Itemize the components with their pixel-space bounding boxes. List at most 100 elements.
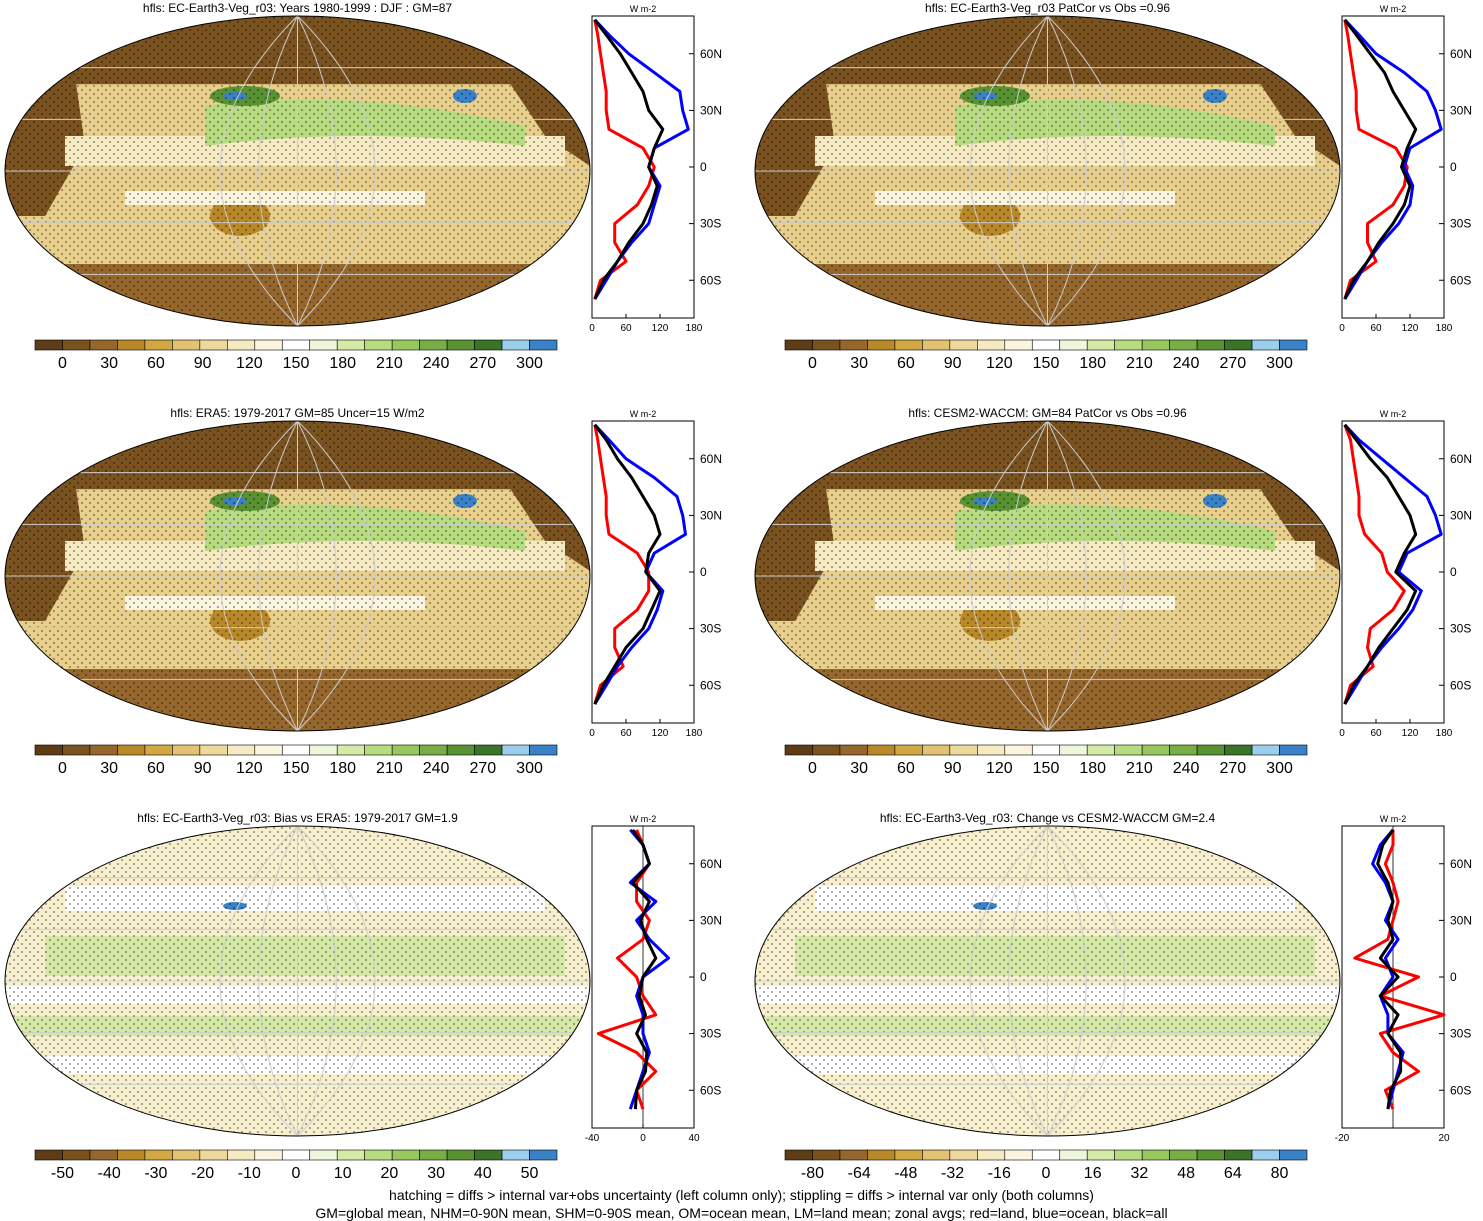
colorbar-swatch <box>1279 744 1308 756</box>
colorbar-label: 240 <box>1173 355 1200 372</box>
zonal-xtick: 60 <box>1370 728 1382 739</box>
colorbar: -50 -40 -30 -20 -10 0 10 20 30 40 50 <box>34 1149 558 1182</box>
colorbar-swatch <box>1224 1149 1253 1161</box>
zonal-xtick: 0 <box>589 323 595 334</box>
colorbar-label: -64 <box>848 1165 871 1182</box>
zonal-ytick: 60S <box>700 273 721 287</box>
zonal-ytick: 60S <box>1450 273 1471 287</box>
map-border <box>754 825 1341 1137</box>
colorbar-label: 210 <box>376 760 403 777</box>
colorbar-swatch <box>1004 1149 1033 1161</box>
colorbar-label: -80 <box>801 1165 824 1182</box>
colorbar-label: 120 <box>236 355 263 372</box>
colorbar-swatch <box>1279 1149 1308 1161</box>
colorbar-label: 270 <box>469 760 496 777</box>
zonal-series-line <box>1376 828 1403 1110</box>
zonal-series-line <box>593 18 665 300</box>
colorbar-label: 120 <box>986 760 1013 777</box>
zonal-ytick: 30N <box>1450 103 1472 117</box>
world-map <box>755 826 1340 1136</box>
zonal-ytick: 0 <box>700 565 707 579</box>
colorbar-swatch <box>922 1149 951 1161</box>
colorbar-swatch <box>839 1149 868 1161</box>
colorbar-label: 16 <box>1084 1165 1102 1182</box>
zonal-xtick: 20 <box>1438 1133 1450 1144</box>
zonal-xtick: 180 <box>1436 728 1453 739</box>
zonal-series-line <box>1343 423 1418 705</box>
zonal-ytick: 30N <box>700 913 722 927</box>
colorbar-label: 270 <box>469 355 496 372</box>
zonal-ytick: 60N <box>1450 452 1472 466</box>
colorbar-label: -32 <box>941 1165 964 1182</box>
zonal-ytick: 60N <box>1450 857 1472 871</box>
colorbar: 0 30 60 90 120 150 180 210 240 270 300 <box>34 339 558 372</box>
zonal-ytick: 30N <box>1450 913 1472 927</box>
colorbar-swatch <box>1059 1149 1088 1161</box>
colorbar: 0 30 60 90 120 150 180 210 240 270 300 <box>784 339 1308 372</box>
colorbar-swatch <box>977 1149 1006 1161</box>
colorbar-label: 150 <box>1033 760 1060 777</box>
colorbar-label: -50 <box>51 1165 74 1182</box>
zonal-series-line <box>593 19 656 300</box>
zonal-xtick: 40 <box>688 1133 700 1144</box>
colorbar-label: 300 <box>1266 760 1293 777</box>
colorbar-label: 240 <box>423 760 450 777</box>
colorbar-swatch <box>949 1149 978 1161</box>
zonal-xtick: 60 <box>620 728 632 739</box>
panel-title: hfls: EC-Earth3-Veg_r03: Bias vs ERA5: 1… <box>137 811 458 825</box>
colorbar-label: 40 <box>474 1165 492 1182</box>
colorbar-label: -48 <box>894 1165 917 1182</box>
panel-title: hfls: ERA5: 1979-2017 GM=85 Uncer=15 W/m… <box>170 406 424 420</box>
colorbar-label: 90 <box>944 760 962 777</box>
footnote-hatching: hatching = diffs > internal var+obs unce… <box>389 1187 1094 1203</box>
colorbar-label: 64 <box>1224 1165 1242 1182</box>
zonal-ytick: 30N <box>1450 508 1472 522</box>
colorbar-label: -16 <box>988 1165 1011 1182</box>
colorbar-label: 60 <box>147 760 165 777</box>
zonal-unit: W m-2 <box>1380 4 1407 14</box>
zonal-xtick: 0 <box>1339 728 1345 739</box>
zonal-ytick: 0 <box>700 970 707 984</box>
colorbar-label: 150 <box>283 760 310 777</box>
colorbar-label: 240 <box>1173 760 1200 777</box>
colorbar-label: 180 <box>329 355 356 372</box>
zonal-xtick: 0 <box>589 728 595 739</box>
colorbar-label: 48 <box>1177 1165 1195 1182</box>
colorbar-swatch <box>1141 1149 1170 1161</box>
zonal-ytick: 30S <box>1450 1027 1471 1041</box>
panel-title: hfls: EC-Earth3-Veg_r03: Years 1980-1999… <box>143 1 452 15</box>
colorbar-swatch <box>1169 1149 1198 1161</box>
colorbar-label: 30 <box>100 355 118 372</box>
colorbar-swatch <box>1031 1149 1061 1161</box>
colorbar-label: 300 <box>516 760 543 777</box>
zonal-ytick: 60S <box>700 678 721 692</box>
zonal-series-line <box>631 828 658 1110</box>
zonal-ytick: 0 <box>700 160 707 174</box>
zonal-ytick: 60S <box>1450 1083 1471 1097</box>
zonal-ytick: 0 <box>1450 565 1457 579</box>
zonal-xtick: 120 <box>652 728 669 739</box>
world-map <box>5 826 590 1136</box>
colorbar-label: 180 <box>1079 760 1106 777</box>
zonal-series-line <box>593 423 687 705</box>
colorbar-label: 90 <box>194 760 212 777</box>
map-border <box>4 825 591 1137</box>
colorbar-label: 30 <box>850 355 868 372</box>
zonal-ytick: 60N <box>700 857 722 871</box>
colorbar-label: 0 <box>808 355 817 372</box>
zonal-ytick: 60N <box>700 47 722 61</box>
panel-title: hfls: EC-Earth3-Veg_r03 PatCor vs Obs =0… <box>925 1 1170 15</box>
colorbar-label: 180 <box>1079 355 1106 372</box>
map-border <box>754 420 1341 732</box>
zonal-xtick: 60 <box>620 323 632 334</box>
colorbar-label: 80 <box>1271 1165 1289 1182</box>
zonal-mean-plot: W m-2 60N 30N 0 30S 60S 0 60 120 180 <box>1339 409 1472 739</box>
zonal-xtick: -20 <box>1335 1133 1350 1144</box>
colorbar-label: 0 <box>808 760 817 777</box>
colorbar-label: 150 <box>283 355 310 372</box>
zonal-ytick: 30S <box>700 622 721 636</box>
zonal-mean-plot: W m-2 60N 30N 0 30S 60S -20 20 <box>1335 814 1472 1144</box>
